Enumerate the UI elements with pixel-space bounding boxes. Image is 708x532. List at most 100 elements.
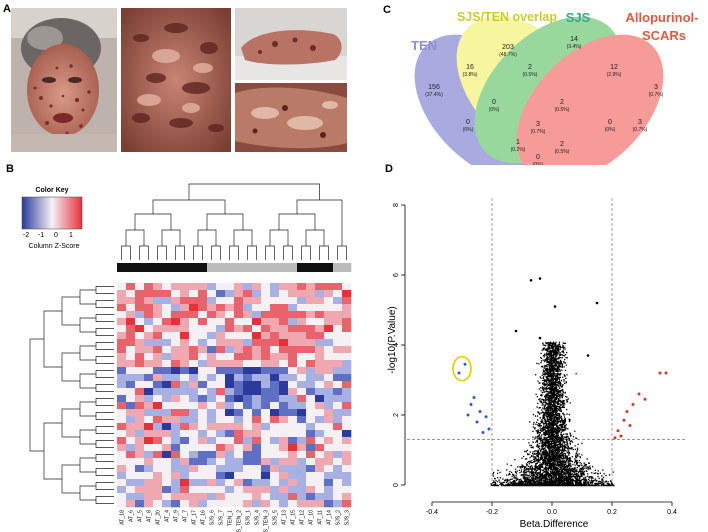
heatmap-cell	[234, 409, 244, 417]
heatmap-cell	[171, 381, 181, 389]
heatmap-cell	[225, 451, 235, 459]
color-key-bar	[21, 196, 83, 230]
heatmap-cell	[216, 395, 226, 403]
row-dendrogram-branch	[29, 338, 44, 452]
heatmap-cell	[135, 332, 145, 340]
heatmap-cell	[306, 290, 316, 298]
heatmap-cell	[279, 332, 289, 340]
x-tick-label: -0.4	[426, 509, 438, 516]
hypermethylated-point	[643, 397, 647, 401]
heatmap-cell	[189, 416, 199, 424]
heatmap-cell	[144, 283, 154, 291]
heatmap-cell	[270, 346, 280, 354]
heatmap-cell	[126, 374, 136, 382]
heatmap-cell	[324, 423, 334, 431]
heatmap-cell	[126, 472, 136, 480]
heatmap-cell	[342, 465, 352, 473]
heatmap-cell	[180, 290, 190, 298]
heatmap-cell	[243, 437, 253, 445]
heatmap-cell	[144, 346, 154, 354]
heatmap-cell	[117, 493, 127, 501]
heatmap-cell	[306, 318, 316, 326]
heatmap-cell	[117, 409, 127, 417]
heatmap-cell	[171, 500, 181, 508]
heatmap-cell	[207, 374, 217, 382]
heatmap-cell	[270, 332, 280, 340]
column-dendrogram-branch	[305, 229, 325, 246]
heatmap-cell	[153, 493, 163, 501]
highlight-circle	[452, 355, 472, 382]
heatmap-cell	[144, 472, 154, 480]
heatmap-cell	[234, 318, 244, 326]
group-cell-at	[126, 263, 136, 272]
heatmap-cell	[162, 472, 172, 480]
heatmap-cell	[225, 479, 235, 487]
venn-region-count: 12	[610, 64, 618, 71]
group-cell-at	[153, 263, 163, 272]
heatmap-cell	[324, 437, 334, 445]
heatmap-cell	[117, 311, 127, 319]
heatmap-cell	[162, 395, 172, 403]
heatmap-cell	[252, 318, 262, 326]
heatmap-cell	[234, 500, 244, 508]
heatmap-cell	[117, 402, 127, 410]
heatmap-cell	[342, 388, 352, 396]
heatmap-cell	[144, 367, 154, 375]
heatmap-cell	[216, 465, 226, 473]
heatmap-cell	[315, 409, 325, 417]
heatmap-cell	[153, 444, 163, 452]
heatmap-cell	[216, 472, 226, 480]
heatmap-cell	[333, 458, 343, 466]
heatmap-cell	[171, 311, 181, 319]
heatmap-cell	[198, 423, 208, 431]
point-cloud-shape	[490, 341, 615, 487]
heatmap-cell	[117, 290, 127, 298]
heatmap-cell	[324, 458, 334, 466]
heatmap-cell	[261, 465, 271, 473]
heatmap-cell	[216, 493, 226, 501]
heatmap-cell	[243, 353, 253, 361]
heatmap-cell	[207, 458, 217, 466]
heatmap-cell	[279, 290, 289, 298]
heatmap-cell	[135, 325, 145, 333]
heatmap-cell	[126, 444, 136, 452]
heatmap-cell	[261, 374, 271, 382]
venn-region-count: 3	[654, 84, 658, 91]
heatmap-cell	[153, 304, 163, 312]
heatmap-cell	[135, 430, 145, 438]
heatmap-cell	[180, 304, 190, 312]
heatmap-cell	[207, 332, 217, 340]
row-dendrogram-branch	[79, 373, 96, 389]
heatmap-cell	[306, 346, 316, 354]
column-dendrogram-branch	[233, 229, 253, 246]
heatmap-cell	[153, 367, 163, 375]
heatmap-cell	[324, 283, 334, 291]
heatmap-cell	[153, 332, 163, 340]
heatmap-cell	[279, 360, 289, 368]
y-tick-label: 8	[393, 203, 400, 207]
heatmap-cell	[144, 381, 154, 389]
heatmap-cell	[297, 297, 307, 305]
hypomethylated-point	[475, 420, 479, 424]
row-dendrogram-branch	[95, 314, 114, 322]
heatmap-cell	[126, 367, 136, 375]
heatmap-cell	[225, 297, 235, 305]
heatmap-cell	[306, 500, 316, 508]
heatmap-cell	[198, 297, 208, 305]
heatmap-cell	[261, 423, 271, 431]
row-dendrogram-branch	[61, 352, 80, 382]
heatmap-cell	[270, 409, 280, 417]
heatmap-cell	[171, 472, 181, 480]
heatmap-cell	[333, 444, 343, 452]
heatmap-cell	[153, 416, 163, 424]
heatmap-cell	[126, 304, 136, 312]
heatmap-cell	[324, 388, 334, 396]
heatmap-cell	[288, 458, 298, 466]
heatmap-cell	[153, 290, 163, 298]
heatmap-cell	[126, 297, 136, 305]
venn-region-count: 3	[638, 119, 642, 126]
row-dendrogram-branch	[79, 345, 96, 361]
heatmap-cell	[135, 416, 145, 424]
hypomethylated-point	[487, 427, 491, 431]
heatmap-cell	[288, 451, 298, 459]
